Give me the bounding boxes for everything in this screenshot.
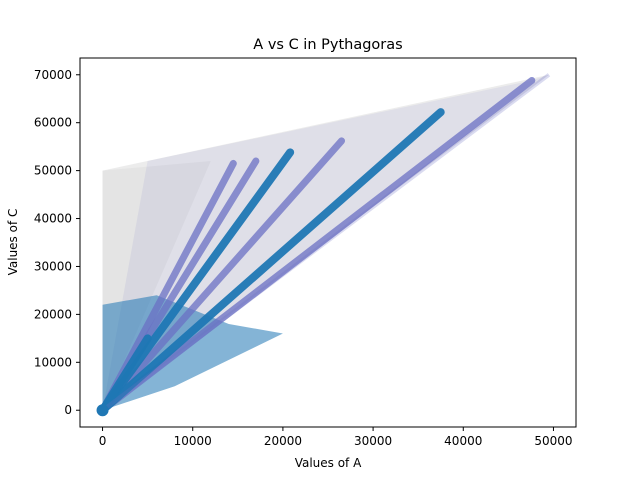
plot-frame	[79, 57, 577, 428]
x-tick-label-0: 0	[99, 434, 107, 448]
x-axis-ticks: 0 10000 20000 30000 40000 50000	[99, 427, 573, 448]
y-tick-label-4: 40000	[34, 212, 72, 226]
plot-content	[96, 73, 551, 417]
y-tick-label-5: 50000	[34, 164, 72, 178]
x-tick-label-5: 50000	[534, 434, 572, 448]
series-line-5	[98, 108, 445, 415]
series-line-0	[99, 77, 536, 414]
x-tick-label-3: 30000	[354, 434, 392, 448]
origin-point	[96, 404, 109, 417]
y-tick-label-0: 0	[64, 403, 72, 417]
y-tick-label-6: 60000	[34, 116, 72, 130]
x-tick-label-1: 10000	[174, 434, 212, 448]
series-line-6	[98, 334, 152, 415]
chart-title: A vs C in Pythagoras	[253, 37, 402, 53]
y-tick-label-7: 70000	[34, 68, 72, 82]
boundary-line	[101, 73, 551, 412]
y-tick-label-2: 20000	[34, 307, 72, 321]
y-axis-ticks: 0 10000 20000 30000 40000 50000 60000 70000	[34, 68, 80, 417]
x-axis-label: Values of A	[295, 456, 362, 470]
y-tick-label-1: 10000	[34, 355, 72, 369]
y-tick-label-3: 30000	[34, 259, 72, 273]
series-line-3	[99, 137, 346, 414]
x-tick-label-2: 20000	[264, 434, 302, 448]
x-tick-label-4: 40000	[444, 434, 482, 448]
y-axis-label: Values of C	[6, 209, 20, 276]
